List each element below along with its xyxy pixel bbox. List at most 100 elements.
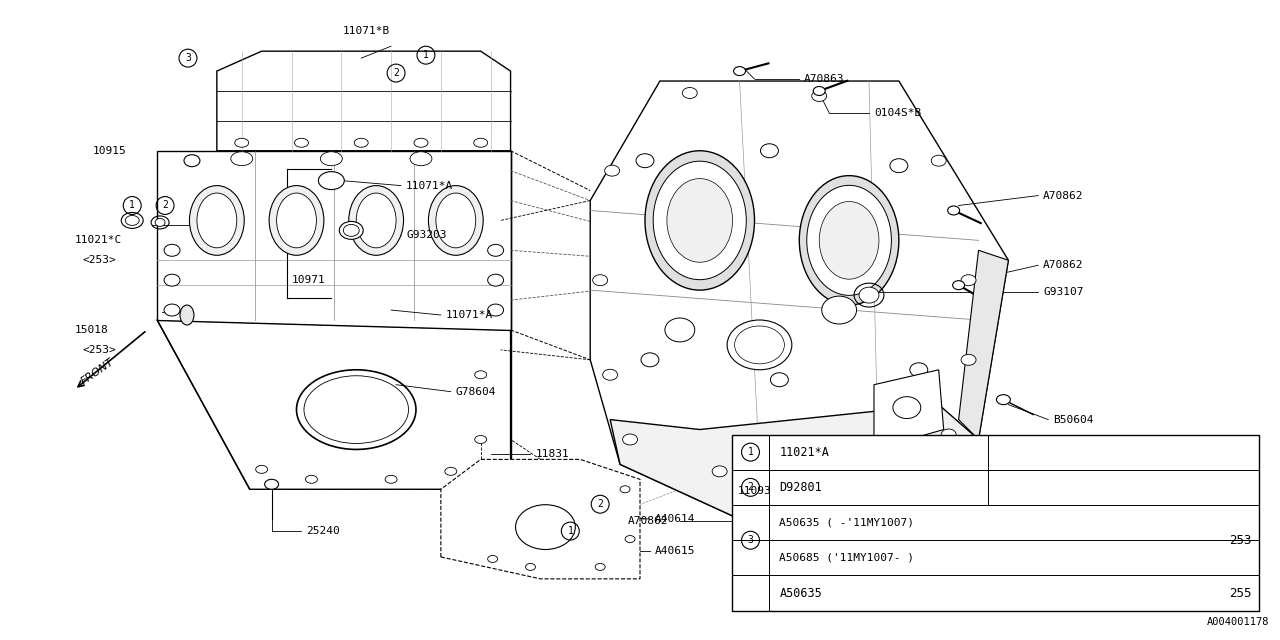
Text: 25240: 25240 [306, 526, 340, 536]
Ellipse shape [155, 218, 165, 227]
Ellipse shape [189, 186, 244, 255]
Text: 15018: 15018 [74, 325, 109, 335]
Text: 11071*A: 11071*A [445, 310, 493, 320]
Ellipse shape [488, 274, 503, 286]
Text: G93203: G93203 [406, 230, 447, 241]
Ellipse shape [682, 88, 698, 99]
Ellipse shape [410, 152, 431, 166]
Text: A70862: A70862 [628, 516, 668, 526]
Text: 1: 1 [748, 447, 754, 457]
Ellipse shape [488, 304, 503, 316]
Ellipse shape [664, 318, 695, 342]
Ellipse shape [356, 193, 396, 248]
Polygon shape [440, 460, 640, 579]
Polygon shape [611, 404, 978, 519]
Ellipse shape [184, 155, 200, 166]
Text: 2: 2 [163, 200, 168, 211]
Ellipse shape [164, 274, 180, 286]
Ellipse shape [622, 434, 637, 445]
Ellipse shape [813, 86, 826, 95]
Ellipse shape [197, 193, 237, 248]
Text: A70862: A70862 [1043, 260, 1084, 270]
Ellipse shape [125, 216, 140, 225]
Text: G93107: G93107 [1043, 287, 1084, 297]
Ellipse shape [620, 486, 630, 493]
Ellipse shape [947, 206, 960, 215]
Ellipse shape [799, 445, 815, 458]
Ellipse shape [733, 67, 745, 76]
Ellipse shape [256, 465, 268, 474]
Ellipse shape [961, 355, 977, 365]
Ellipse shape [819, 202, 879, 279]
Polygon shape [216, 51, 511, 151]
Ellipse shape [760, 144, 778, 157]
Polygon shape [590, 81, 1009, 519]
Ellipse shape [832, 476, 846, 487]
Text: 11831: 11831 [535, 449, 570, 460]
Text: A40615: A40615 [655, 546, 695, 556]
Text: A70862: A70862 [1043, 191, 1084, 200]
Ellipse shape [799, 175, 899, 305]
Ellipse shape [636, 154, 654, 168]
Ellipse shape [667, 179, 732, 262]
Text: A50635 ( -'11MY1007): A50635 ( -'11MY1007) [780, 518, 914, 527]
Text: 2: 2 [598, 499, 603, 509]
Ellipse shape [413, 138, 428, 147]
Ellipse shape [474, 138, 488, 147]
Text: <253>: <253> [82, 255, 116, 265]
Polygon shape [157, 320, 511, 489]
Ellipse shape [941, 429, 956, 440]
Text: 253: 253 [1229, 534, 1252, 547]
Ellipse shape [952, 281, 965, 290]
Ellipse shape [812, 90, 827, 102]
Ellipse shape [339, 221, 364, 239]
Ellipse shape [595, 563, 605, 570]
Text: <253>: <253> [82, 345, 116, 355]
Text: 3: 3 [186, 53, 191, 63]
Ellipse shape [625, 536, 635, 543]
Polygon shape [959, 250, 1009, 440]
Ellipse shape [385, 476, 397, 483]
Ellipse shape [604, 165, 620, 176]
Ellipse shape [932, 156, 946, 166]
Ellipse shape [603, 369, 617, 380]
Text: D92801: D92801 [780, 481, 822, 494]
Text: 255: 255 [1229, 587, 1252, 600]
Ellipse shape [910, 363, 928, 377]
Ellipse shape [641, 353, 659, 367]
Polygon shape [157, 151, 511, 330]
Ellipse shape [164, 304, 180, 316]
Text: 1: 1 [129, 200, 136, 211]
Ellipse shape [727, 320, 792, 370]
Ellipse shape [276, 193, 316, 248]
Ellipse shape [653, 161, 746, 280]
Ellipse shape [526, 563, 535, 570]
Text: A40614: A40614 [655, 514, 695, 524]
Text: 2: 2 [748, 483, 754, 492]
Text: A70863: A70863 [804, 74, 845, 84]
Text: 11071*B: 11071*B [343, 26, 390, 36]
Text: 11093: 11093 [737, 486, 772, 496]
Text: G78604: G78604 [456, 387, 497, 397]
Ellipse shape [294, 138, 308, 147]
Ellipse shape [859, 287, 879, 303]
Ellipse shape [306, 476, 317, 483]
Ellipse shape [593, 275, 608, 285]
Text: 0104S*B: 0104S*B [874, 108, 922, 118]
Ellipse shape [712, 466, 727, 477]
Text: FRONT: FRONT [79, 356, 115, 387]
Ellipse shape [488, 556, 498, 563]
Ellipse shape [890, 159, 908, 173]
Text: 1: 1 [422, 50, 429, 60]
Ellipse shape [355, 138, 369, 147]
Ellipse shape [348, 186, 403, 255]
Ellipse shape [475, 371, 486, 379]
Text: 11071*A: 11071*A [406, 180, 453, 191]
Text: A004001178: A004001178 [1207, 617, 1270, 627]
Ellipse shape [265, 479, 279, 489]
Ellipse shape [645, 151, 754, 290]
Text: 3: 3 [748, 535, 754, 545]
Bar [732, 435, 1260, 611]
Text: A50635: A50635 [780, 587, 822, 600]
Ellipse shape [771, 372, 788, 387]
